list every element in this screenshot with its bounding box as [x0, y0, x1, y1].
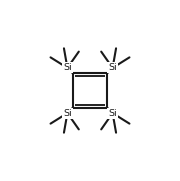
- Text: Si: Si: [63, 63, 72, 72]
- Text: Si: Si: [108, 63, 117, 72]
- Text: Si: Si: [108, 109, 117, 118]
- Text: Si: Si: [63, 109, 72, 118]
